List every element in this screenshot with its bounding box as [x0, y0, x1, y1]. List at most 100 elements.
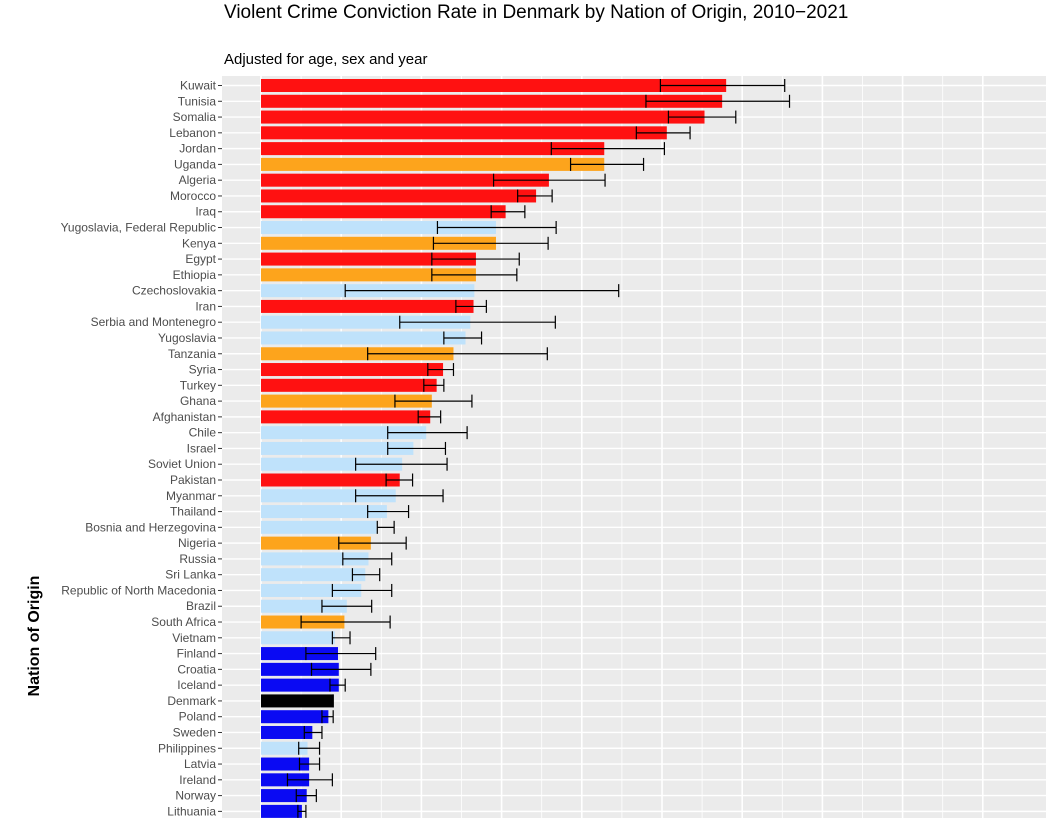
bar	[261, 678, 339, 692]
bar	[261, 79, 727, 92]
bar	[261, 789, 307, 803]
bar	[261, 599, 347, 613]
error-bar	[310, 662, 372, 676]
category-label: Sweden	[173, 725, 216, 739]
category-label: Lithuania	[167, 804, 216, 818]
error-bar	[387, 441, 447, 455]
bar	[261, 741, 308, 755]
bar	[261, 157, 605, 171]
bar	[261, 694, 334, 708]
y-axis-label: Nation of Origin	[26, 576, 43, 697]
category-label: Morocco	[170, 189, 216, 203]
bar	[261, 94, 723, 108]
bar	[261, 236, 496, 250]
error-bar	[300, 615, 391, 629]
category-label: Jordan	[179, 142, 216, 156]
category-label: Latvia	[184, 757, 216, 771]
error-bar	[342, 552, 393, 566]
category-label: Czechoslovakia	[132, 284, 216, 298]
category-label: Denmark	[167, 694, 217, 708]
category-label: Uganda	[174, 157, 216, 171]
category-label: Ethiopia	[173, 268, 217, 282]
error-bar	[338, 536, 407, 550]
bar	[261, 205, 506, 219]
error-bar	[305, 647, 377, 661]
bar	[261, 331, 466, 345]
bar	[261, 347, 454, 361]
error-bar	[367, 505, 410, 519]
bar	[261, 315, 471, 329]
category-label: Yugoslavia, Federal Republic	[61, 221, 216, 235]
bar	[261, 268, 476, 282]
error-bar	[286, 773, 333, 787]
bar	[261, 299, 474, 313]
bar	[261, 252, 476, 266]
error-bar	[436, 221, 557, 235]
bar	[261, 142, 605, 156]
error-bar	[431, 252, 520, 266]
category-label: Somalia	[173, 110, 217, 124]
category-label: Poland	[179, 710, 216, 724]
error-bar	[443, 331, 483, 345]
error-bar	[455, 299, 487, 313]
category-label: South Africa	[151, 615, 216, 629]
error-bar	[385, 473, 414, 487]
error-bar	[298, 757, 321, 771]
bar	[261, 173, 549, 187]
error-bar	[517, 189, 553, 203]
error-bar	[635, 126, 691, 140]
error-bar	[387, 426, 468, 440]
bar	[261, 126, 667, 140]
bar	[261, 394, 432, 408]
error-bar	[645, 94, 791, 108]
chart-subtitle: Adjusted for age, sex and year	[224, 51, 428, 68]
category-label: Iran	[195, 299, 216, 313]
error-bar	[394, 394, 473, 408]
category-label: Kuwait	[180, 79, 217, 93]
category-label: Pakistan	[170, 473, 216, 487]
error-bar	[321, 599, 373, 613]
bar	[261, 505, 387, 519]
error-bars	[286, 79, 791, 818]
category-label: Afghanistan	[153, 410, 216, 424]
category-label: Chile	[189, 426, 217, 440]
chart-title: Violent Crime Conviction Rate in Denmark…	[224, 2, 849, 23]
error-bar	[297, 804, 307, 818]
category-label: Brazil	[186, 599, 216, 613]
bar	[261, 725, 313, 739]
bar	[261, 583, 362, 597]
bar	[261, 489, 396, 503]
error-bar	[331, 583, 393, 597]
error-bar	[303, 725, 323, 739]
category-label: Norway	[175, 789, 216, 803]
bar	[261, 441, 414, 455]
category-label: Yugoslavia	[158, 331, 216, 345]
category-label: Philippines	[158, 741, 216, 755]
error-bar	[295, 789, 317, 803]
error-bar	[367, 347, 548, 361]
bar	[261, 189, 537, 203]
error-bar	[376, 520, 395, 534]
category-label: Syria	[189, 363, 217, 377]
bars	[261, 79, 727, 818]
category-label: Tunisia	[178, 94, 217, 108]
category-label: Bosnia and Herzegovina	[85, 520, 216, 534]
error-bar	[417, 410, 442, 424]
category-label: Nigeria	[178, 536, 216, 550]
category-label: Ireland	[179, 773, 216, 787]
category-label: Algeria	[179, 173, 217, 187]
error-bar	[329, 678, 346, 692]
error-bar	[550, 142, 666, 156]
category-label: Croatia	[177, 662, 216, 676]
bar	[261, 552, 369, 566]
bar	[261, 710, 329, 724]
category-label: Turkey	[180, 378, 216, 392]
bar	[261, 457, 403, 471]
error-bar	[351, 568, 381, 582]
error-bar	[427, 363, 455, 377]
bar	[261, 773, 310, 787]
bar	[261, 647, 338, 661]
error-bar	[569, 157, 645, 171]
error-bar	[355, 457, 448, 471]
